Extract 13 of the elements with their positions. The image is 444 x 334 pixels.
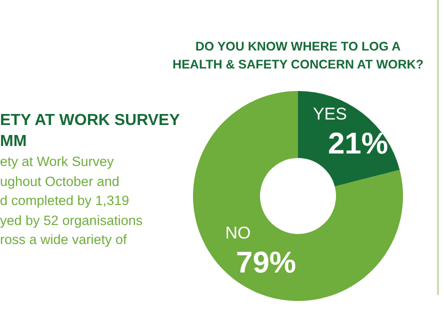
text: ughout October and [0,172,120,191]
slice-label: NO [225,223,251,242]
text: ETY AT WORK SURVEY [0,111,180,131]
text: d completed by 1,319 [0,192,130,210]
data-label: 79% [236,246,296,280]
text: ety at Work Survey [0,153,115,171]
donut-slice [193,91,403,301]
chart-title: DO YOU KNOW WHERE TO LOG A HEALTH & SAFETY CONCERN AT WORK? [172,40,424,72]
text: yed by 52 organisations [0,212,144,230]
text: ross a wide variety of [0,231,128,249]
data-label: 21% [328,128,388,161]
text: MM [0,132,28,152]
slice-label: YES [312,104,347,124]
